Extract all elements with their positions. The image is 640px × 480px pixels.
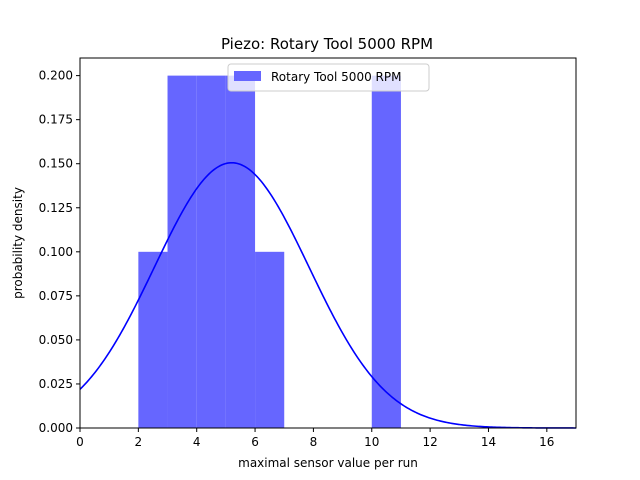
x-tick-label-7: 14 [481, 435, 496, 449]
x-tick-label-2: 4 [193, 435, 201, 449]
x-tick-label-1: 2 [135, 435, 143, 449]
x-tick-label-4: 8 [310, 435, 318, 449]
y-tick-label-0: 0.000 [39, 421, 73, 435]
legend-box [227, 63, 430, 92]
x-axis-label: maximal sensor value per run [238, 456, 418, 470]
histogram-bar-1 [167, 75, 197, 428]
y-axis-label: probability density [11, 187, 25, 299]
y-tick-label-6: 0.150 [39, 157, 73, 171]
x-tick-label-6: 12 [422, 435, 437, 449]
chart-title: Piezo: Rotary Tool 5000 RPM [221, 35, 433, 53]
y-tick-label-8: 0.200 [39, 69, 73, 83]
legend-swatch [234, 71, 261, 81]
histogram-bar-5 [371, 75, 401, 428]
x-tick-label-3: 6 [251, 435, 259, 449]
normal-fit-curve [79, 161, 576, 429]
x-tick-label-5: 10 [364, 435, 379, 449]
x-tick-label-0: 0 [76, 435, 84, 449]
y-axis-ticks: 0.000 0.025 0.050 0.075 0.100 0.125 0.150 0.175… [39, 69, 80, 435]
x-tick-label-8: 16 [539, 435, 554, 449]
histogram-bar-0 [138, 251, 168, 428]
legend: Rotary Tool 5000 RPM [227, 63, 430, 92]
y-tick-label-5: 0.125 [39, 201, 73, 215]
y-tick-label-1: 0.025 [39, 377, 73, 391]
y-tick-label-7: 0.175 [39, 113, 73, 127]
y-tick-label-2: 0.050 [39, 333, 73, 347]
histogram-bar-3 [225, 75, 256, 428]
histogram-bar-4 [255, 251, 285, 428]
plot-frame [79, 57, 577, 429]
x-axis-ticks: 0 2 4 6 8 10 12 14 16 [76, 428, 554, 449]
legend-label: Rotary Tool 5000 RPM [271, 70, 401, 84]
histogram-bar-2 [196, 75, 226, 428]
y-tick-label-3: 0.075 [39, 289, 73, 303]
y-tick-label-4: 0.100 [39, 245, 73, 259]
histogram-bars [138, 75, 401, 428]
